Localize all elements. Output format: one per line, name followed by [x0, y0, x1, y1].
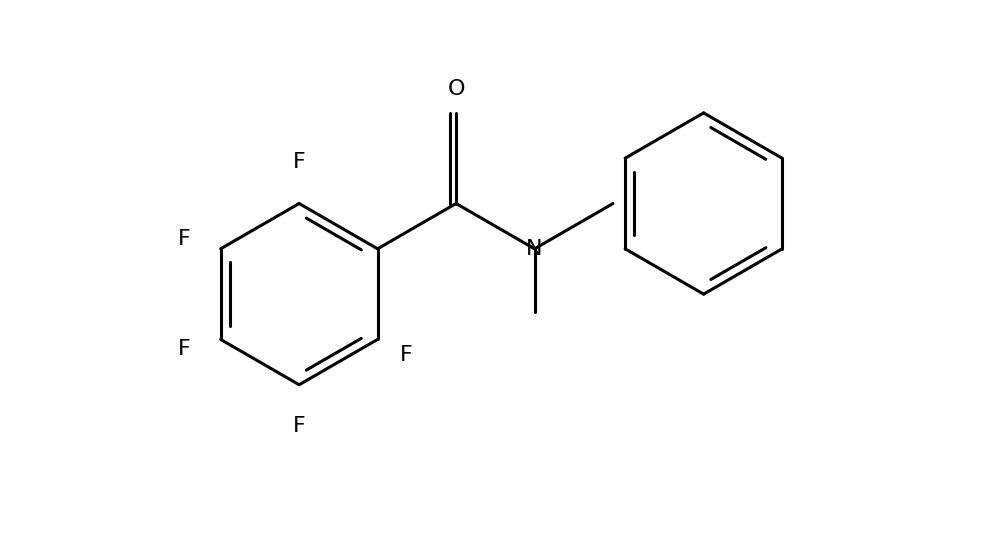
Text: F: F: [399, 346, 412, 365]
Text: N: N: [526, 239, 543, 259]
Text: F: F: [293, 152, 306, 172]
Text: F: F: [293, 416, 306, 437]
Text: F: F: [178, 229, 190, 250]
Text: F: F: [178, 339, 190, 359]
Text: O: O: [448, 79, 465, 99]
